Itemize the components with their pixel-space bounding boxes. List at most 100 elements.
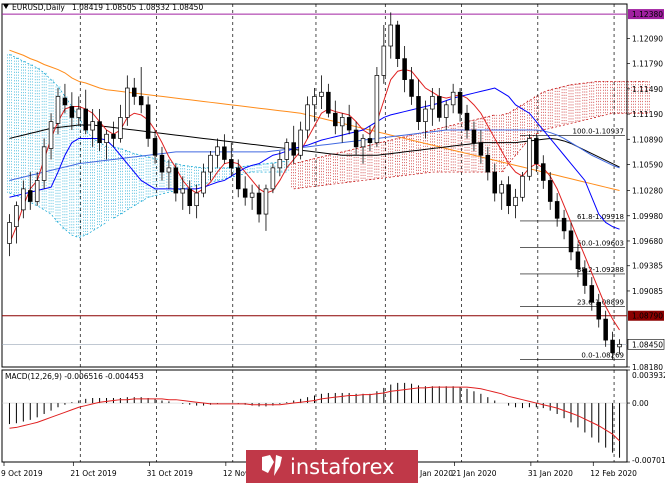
cloud-upper-edge	[113, 146, 287, 169]
candle-body	[360, 138, 366, 148]
candle-body	[457, 91, 463, 114]
watermark: instaforex	[246, 450, 418, 483]
candle	[603, 310, 608, 347]
candle-body	[152, 138, 158, 156]
candle-body	[180, 188, 186, 194]
candle-body	[201, 171, 206, 194]
candle	[617, 339, 622, 355]
candle	[284, 138, 290, 168]
candle-body	[312, 96, 317, 106]
candle-body	[298, 129, 303, 156]
candle	[28, 172, 33, 210]
candle-body	[353, 129, 359, 148]
candle-body	[55, 96, 61, 124]
candle	[513, 188, 518, 219]
candle-body	[256, 192, 262, 215]
candle	[353, 121, 359, 156]
candle-body	[381, 45, 387, 76]
candle-body	[471, 129, 477, 143]
cloud-upper-edge	[293, 114, 495, 164]
price-tick-label: 1.08180	[632, 363, 663, 372]
candle-body	[69, 106, 75, 118]
price-tick-label: 1.09385	[632, 262, 663, 271]
candle	[152, 130, 158, 164]
candle	[21, 180, 26, 219]
candle	[201, 163, 206, 198]
time-tick-label: 31 Oct 2019	[147, 469, 194, 478]
candle	[145, 96, 151, 147]
candle-body	[582, 268, 588, 286]
price-tick-label: 1.12380	[632, 10, 663, 19]
candle-body	[229, 159, 234, 169]
macd-title: MACD(12,26,9) -0.006516 -0.004453	[5, 372, 144, 381]
candle	[457, 88, 463, 122]
candle-body	[374, 75, 380, 143]
indicator-line	[9, 87, 620, 230]
price-tick-label: 1.09085	[632, 287, 663, 296]
candle-body	[492, 171, 498, 194]
candle-body	[603, 318, 608, 341]
candle-body	[111, 133, 116, 139]
candle-body	[450, 91, 456, 106]
candle-body	[367, 138, 373, 143]
indicator-line	[9, 129, 620, 181]
price-tick-label: 1.08790	[632, 312, 663, 321]
candle	[118, 104, 123, 143]
candle-body	[7, 222, 12, 244]
candle	[90, 109, 95, 147]
candle	[402, 46, 407, 93]
candle	[270, 163, 276, 194]
candle	[423, 100, 428, 139]
candle-body	[118, 117, 123, 139]
candle	[596, 293, 601, 328]
candle-body	[485, 154, 491, 173]
ohlc-readout: 1.08419 1.08505 1.08332 1.08450	[72, 3, 203, 12]
price-tick-label: 1.10890	[632, 135, 663, 144]
candle-body	[437, 96, 442, 118]
time-tick-label: 31 Jan 2020	[528, 469, 573, 478]
price-tick-label: 1.08450	[632, 340, 663, 349]
candle-body	[249, 192, 255, 198]
candle	[83, 89, 88, 135]
candle	[104, 130, 109, 160]
candle	[367, 125, 373, 152]
candle-body	[513, 196, 518, 207]
candle	[76, 96, 82, 126]
candle-body	[388, 24, 394, 47]
candle-body	[547, 180, 553, 202]
candle-body	[187, 188, 192, 207]
time-tick-label: 21 Oct 2019	[70, 469, 117, 478]
candle-body	[596, 301, 601, 320]
candle-body	[291, 142, 296, 156]
candle-body	[333, 112, 338, 127]
indicator-line	[9, 124, 620, 168]
candle	[409, 67, 414, 105]
fib-level-label: 61.8-1.09918	[577, 213, 624, 221]
candle	[194, 184, 199, 219]
macd-tick-label: -0.007013	[632, 456, 665, 465]
candle-body	[104, 133, 109, 143]
candle	[187, 180, 192, 215]
candle-body	[554, 201, 560, 219]
candle	[222, 134, 227, 164]
candle-body	[305, 104, 310, 131]
candle-body	[499, 184, 504, 194]
candle-body	[346, 117, 352, 131]
candle	[256, 184, 262, 223]
time-tick-label: 21 Jan 2020	[452, 469, 497, 478]
candle	[471, 121, 477, 152]
candle	[381, 25, 387, 84]
candle	[34, 172, 40, 206]
candle-body	[527, 138, 532, 177]
candle-body	[402, 58, 407, 80]
candle-body	[222, 146, 227, 160]
price-tick-label: 1.12090	[632, 34, 663, 43]
macd-pane: MACD(12,26,9) -0.006516 -0.004453	[2, 372, 627, 458]
cloud-upper-edge	[501, 80, 648, 116]
candle-body	[520, 175, 525, 198]
candle	[173, 163, 179, 202]
candle-body	[617, 343, 622, 348]
cloud-upper-edge	[9, 54, 107, 148]
candle-body	[478, 142, 484, 156]
